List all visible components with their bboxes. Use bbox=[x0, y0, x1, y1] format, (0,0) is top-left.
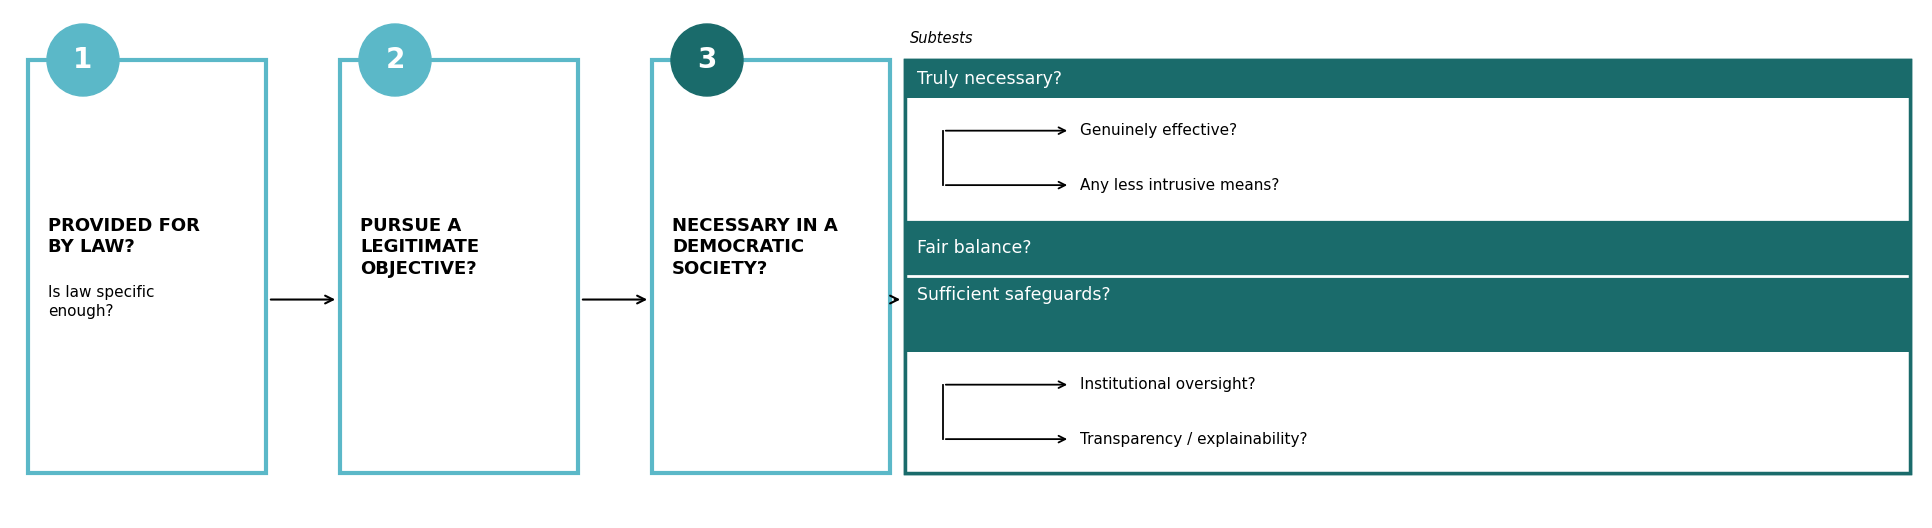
Text: 3: 3 bbox=[697, 46, 717, 74]
Bar bbox=[904, 60, 1911, 473]
Text: Genuinely effective?: Genuinely effective? bbox=[1080, 123, 1236, 138]
Circle shape bbox=[46, 24, 120, 96]
Text: 2: 2 bbox=[384, 46, 404, 74]
Circle shape bbox=[359, 24, 431, 96]
Bar bbox=[340, 60, 578, 473]
Text: Subtests: Subtests bbox=[910, 31, 974, 46]
Bar bbox=[904, 276, 1911, 314]
Bar bbox=[27, 60, 267, 473]
Bar bbox=[904, 60, 1911, 473]
Text: Institutional oversight?: Institutional oversight? bbox=[1080, 377, 1256, 392]
Text: NECESSARY IN A
DEMOCRATIC
SOCIETY?: NECESSARY IN A DEMOCRATIC SOCIETY? bbox=[672, 217, 838, 278]
Text: Transparency / explainability?: Transparency / explainability? bbox=[1080, 431, 1308, 447]
Bar bbox=[904, 98, 1911, 219]
Bar bbox=[651, 60, 891, 473]
Text: PROVIDED FOR
BY LAW?: PROVIDED FOR BY LAW? bbox=[48, 217, 199, 257]
Circle shape bbox=[670, 24, 744, 96]
Bar bbox=[904, 219, 1911, 276]
Text: Truly necessary?: Truly necessary? bbox=[918, 70, 1063, 88]
Text: Sufficient safeguards?: Sufficient safeguards? bbox=[918, 286, 1111, 304]
Text: 1: 1 bbox=[73, 46, 93, 74]
Bar bbox=[904, 352, 1911, 473]
Text: Any less intrusive means?: Any less intrusive means? bbox=[1080, 177, 1279, 193]
Bar bbox=[904, 60, 1911, 98]
Text: Fair balance?: Fair balance? bbox=[918, 239, 1032, 257]
Text: PURSUE A
LEGITIMATE
OBJECTIVE?: PURSUE A LEGITIMATE OBJECTIVE? bbox=[359, 217, 479, 278]
Text: Is law specific
enough?: Is law specific enough? bbox=[48, 285, 155, 319]
